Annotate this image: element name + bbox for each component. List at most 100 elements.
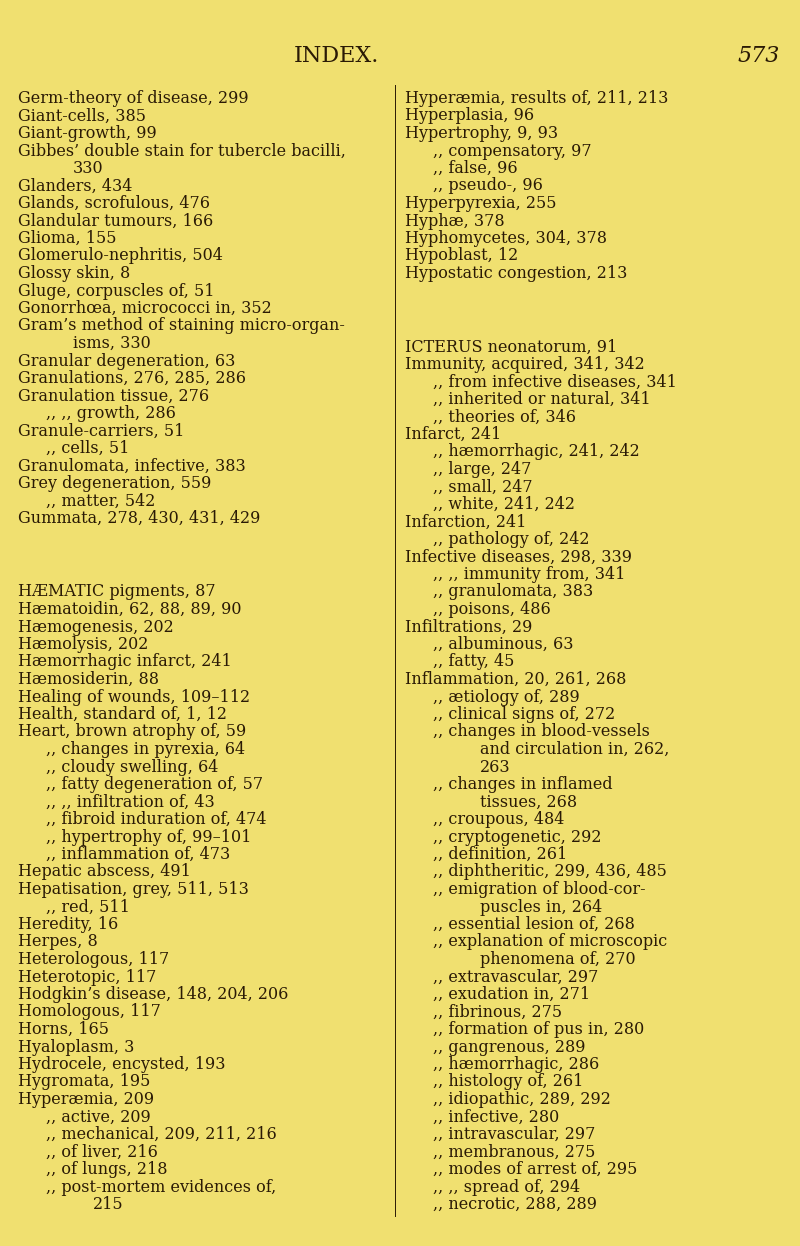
Text: puscles in, 264: puscles in, 264: [480, 898, 602, 916]
Text: ,, ,, infiltration of, 43: ,, ,, infiltration of, 43: [46, 794, 214, 810]
Text: Herpes, 8: Herpes, 8: [18, 933, 98, 951]
Text: 330: 330: [73, 159, 104, 177]
Text: ,, compensatory, 97: ,, compensatory, 97: [433, 142, 592, 159]
Text: ,, gangrenous, 289: ,, gangrenous, 289: [433, 1038, 586, 1055]
Text: 263: 263: [480, 759, 510, 775]
Text: 215: 215: [93, 1196, 124, 1214]
Text: Hepatisation, grey, 511, 513: Hepatisation, grey, 511, 513: [18, 881, 249, 898]
Text: Hepatic abscess, 491: Hepatic abscess, 491: [18, 863, 191, 881]
Text: ,, cryptogenetic, 292: ,, cryptogenetic, 292: [433, 829, 602, 846]
Text: Hyphomycetes, 304, 378: Hyphomycetes, 304, 378: [405, 231, 607, 247]
Text: Granulomata, infective, 383: Granulomata, infective, 383: [18, 457, 246, 475]
Text: ,, croupous, 484: ,, croupous, 484: [433, 811, 564, 829]
Text: ,, ,, growth, 286: ,, ,, growth, 286: [46, 405, 176, 422]
Text: ,, intravascular, 297: ,, intravascular, 297: [433, 1126, 595, 1143]
Text: Hæmolysis, 202: Hæmolysis, 202: [18, 635, 148, 653]
Text: Gummata, 278, 430, 431, 429: Gummata, 278, 430, 431, 429: [18, 510, 260, 527]
Text: ,, changes in blood-vessels: ,, changes in blood-vessels: [433, 724, 650, 740]
Text: Infiltrations, 29: Infiltrations, 29: [405, 618, 532, 635]
Text: Giant-cells, 385: Giant-cells, 385: [18, 107, 146, 125]
Text: ,, of liver, 216: ,, of liver, 216: [46, 1144, 158, 1160]
Text: Gram’s method of staining micro-organ-: Gram’s method of staining micro-organ-: [18, 318, 345, 334]
Text: Granulation tissue, 276: Granulation tissue, 276: [18, 388, 209, 405]
Text: Heterotopic, 117: Heterotopic, 117: [18, 968, 156, 986]
Text: Hypoblast, 12: Hypoblast, 12: [405, 248, 518, 264]
Text: Glioma, 155: Glioma, 155: [18, 231, 117, 247]
Text: ,, matter, 542: ,, matter, 542: [46, 492, 155, 510]
Text: Hydrocele, encysted, 193: Hydrocele, encysted, 193: [18, 1057, 226, 1073]
Text: ,, necrotic, 288, 289: ,, necrotic, 288, 289: [433, 1196, 597, 1214]
Text: Gonorrhœa, micrococci in, 352: Gonorrhœa, micrococci in, 352: [18, 300, 272, 316]
Text: Granule-carriers, 51: Granule-carriers, 51: [18, 422, 184, 440]
Text: Hyaloplasm, 3: Hyaloplasm, 3: [18, 1038, 134, 1055]
Text: ,, red, 511: ,, red, 511: [46, 898, 130, 916]
Text: ,, inflammation of, 473: ,, inflammation of, 473: [46, 846, 230, 863]
Text: Germ-theory of disease, 299: Germ-theory of disease, 299: [18, 90, 249, 107]
Text: Hodgkin’s disease, 148, 204, 206: Hodgkin’s disease, 148, 204, 206: [18, 986, 288, 1003]
Text: ,, membranous, 275: ,, membranous, 275: [433, 1144, 595, 1160]
Text: ,, extravascular, 297: ,, extravascular, 297: [433, 968, 598, 986]
Text: Health, standard of, 1, 12: Health, standard of, 1, 12: [18, 706, 227, 723]
Text: ,, ætiology of, 289: ,, ætiology of, 289: [433, 689, 580, 705]
Text: ,, formation of pus in, 280: ,, formation of pus in, 280: [433, 1020, 644, 1038]
Text: Hyperplasia, 96: Hyperplasia, 96: [405, 107, 534, 125]
Text: ,, essential lesion of, 268: ,, essential lesion of, 268: [433, 916, 635, 933]
Text: ,, active, 209: ,, active, 209: [46, 1109, 150, 1125]
Text: Infarction, 241: Infarction, 241: [405, 513, 526, 531]
Text: ,, cloudy swelling, 64: ,, cloudy swelling, 64: [46, 759, 218, 775]
Text: ,, infective, 280: ,, infective, 280: [433, 1109, 559, 1125]
Text: ,, fibrinous, 275: ,, fibrinous, 275: [433, 1003, 562, 1020]
Text: Horns, 165: Horns, 165: [18, 1020, 109, 1038]
Text: Homologous, 117: Homologous, 117: [18, 1003, 161, 1020]
Text: Hyphæ, 378: Hyphæ, 378: [405, 213, 505, 229]
Text: ,, mechanical, 209, 211, 216: ,, mechanical, 209, 211, 216: [46, 1126, 277, 1143]
Text: isms, 330: isms, 330: [73, 335, 150, 353]
Text: ,, theories of, 346: ,, theories of, 346: [433, 409, 576, 425]
Text: ,, hæmorrhagic, 241, 242: ,, hæmorrhagic, 241, 242: [433, 444, 640, 461]
Text: ,, pathology of, 242: ,, pathology of, 242: [433, 531, 590, 548]
Text: ICTERUS neonatorum, 91: ICTERUS neonatorum, 91: [405, 339, 618, 355]
Text: Hæmatoidin, 62, 88, 89, 90: Hæmatoidin, 62, 88, 89, 90: [18, 601, 242, 618]
Text: Immunity, acquired, 341, 342: Immunity, acquired, 341, 342: [405, 356, 645, 373]
Text: ,, poisons, 486: ,, poisons, 486: [433, 601, 550, 618]
Text: Hypertrophy, 9, 93: Hypertrophy, 9, 93: [405, 125, 558, 142]
Text: Healing of wounds, 109–112: Healing of wounds, 109–112: [18, 689, 250, 705]
Text: Hyperæmia, 209: Hyperæmia, 209: [18, 1091, 154, 1108]
Text: Granulations, 276, 285, 286: Granulations, 276, 285, 286: [18, 370, 246, 388]
Text: ,, of lungs, 218: ,, of lungs, 218: [46, 1161, 167, 1177]
Text: ,, changes in inflamed: ,, changes in inflamed: [433, 776, 613, 792]
Text: ,, large, 247: ,, large, 247: [433, 461, 531, 478]
Text: Hypostatic congestion, 213: Hypostatic congestion, 213: [405, 265, 627, 282]
Text: ,, post-mortem evidences of,: ,, post-mortem evidences of,: [46, 1179, 276, 1195]
Text: Hæmogenesis, 202: Hæmogenesis, 202: [18, 618, 174, 635]
Text: ,, small, 247: ,, small, 247: [433, 478, 533, 496]
Text: ,, ,, spread of, 294: ,, ,, spread of, 294: [433, 1179, 580, 1195]
Text: ,, from infective diseases, 341: ,, from infective diseases, 341: [433, 374, 677, 390]
Text: 573: 573: [738, 45, 780, 67]
Text: Granular degeneration, 63: Granular degeneration, 63: [18, 353, 235, 370]
Text: ,, inherited or natural, 341: ,, inherited or natural, 341: [433, 391, 650, 407]
Text: Heterologous, 117: Heterologous, 117: [18, 951, 170, 968]
Text: ,, hypertrophy of, 99–101: ,, hypertrophy of, 99–101: [46, 829, 251, 846]
Text: ,, hæmorrhagic, 286: ,, hæmorrhagic, 286: [433, 1057, 599, 1073]
Text: HÆMATIC pigments, 87: HÆMATIC pigments, 87: [18, 583, 216, 601]
Text: ,, emigration of blood-cor-: ,, emigration of blood-cor-: [433, 881, 646, 898]
Text: Grey degeneration, 559: Grey degeneration, 559: [18, 475, 211, 492]
Text: ,, explanation of microscopic: ,, explanation of microscopic: [433, 933, 667, 951]
Text: Hæmorrhagic infarct, 241: Hæmorrhagic infarct, 241: [18, 653, 232, 670]
Text: Glomerulo-nephritis, 504: Glomerulo-nephritis, 504: [18, 248, 223, 264]
Text: Inflammation, 20, 261, 268: Inflammation, 20, 261, 268: [405, 672, 626, 688]
Text: ,, white, 241, 242: ,, white, 241, 242: [433, 496, 575, 513]
Text: ,, fibroid induration of, 474: ,, fibroid induration of, 474: [46, 811, 266, 829]
Text: INDEX.: INDEX.: [294, 45, 378, 67]
Text: Glossy skin, 8: Glossy skin, 8: [18, 265, 130, 282]
Text: ,, fatty degeneration of, 57: ,, fatty degeneration of, 57: [46, 776, 263, 792]
Text: tissues, 268: tissues, 268: [480, 794, 577, 810]
Text: ,, histology of, 261: ,, histology of, 261: [433, 1074, 583, 1090]
Text: Hæmosiderin, 88: Hæmosiderin, 88: [18, 672, 159, 688]
Text: ,, clinical signs of, 272: ,, clinical signs of, 272: [433, 706, 615, 723]
Text: ,, idiopathic, 289, 292: ,, idiopathic, 289, 292: [433, 1091, 611, 1108]
Text: phenomena of, 270: phenomena of, 270: [480, 951, 636, 968]
Text: ,, definition, 261: ,, definition, 261: [433, 846, 567, 863]
Text: Infarct, 241: Infarct, 241: [405, 426, 502, 444]
